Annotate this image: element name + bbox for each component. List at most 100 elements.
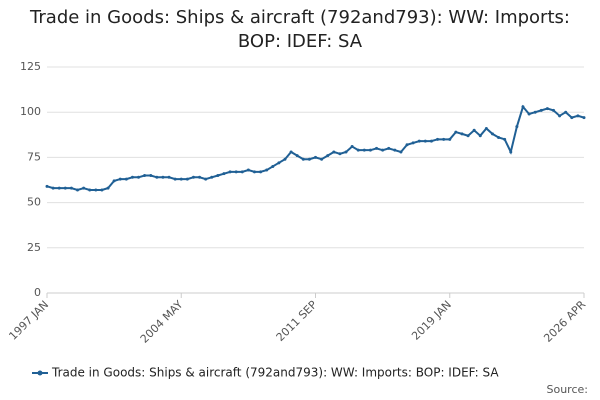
point xyxy=(76,188,80,192)
point xyxy=(88,188,92,192)
point xyxy=(375,146,379,150)
x-tick-label: 2004 MAY xyxy=(138,298,186,346)
point xyxy=(265,168,269,172)
point xyxy=(314,155,317,159)
point xyxy=(100,188,104,192)
point xyxy=(155,175,159,179)
y-tick-label: 75 xyxy=(27,150,41,163)
point xyxy=(301,157,305,161)
point xyxy=(45,184,49,188)
point xyxy=(582,116,586,120)
point xyxy=(143,173,147,177)
point xyxy=(490,132,494,136)
point xyxy=(411,141,415,145)
y-tick-label: 100 xyxy=(20,105,41,118)
point xyxy=(204,177,208,181)
point xyxy=(368,148,372,152)
x-tick-label: 2019 JAN xyxy=(409,298,454,343)
point xyxy=(356,148,360,152)
point xyxy=(393,148,397,152)
point xyxy=(167,175,171,179)
point xyxy=(234,170,238,174)
point xyxy=(460,132,464,136)
point xyxy=(405,143,409,147)
point xyxy=(307,157,311,161)
legend-marker xyxy=(37,370,43,376)
point xyxy=(429,139,433,143)
point xyxy=(161,175,165,179)
point xyxy=(497,136,501,140)
point xyxy=(191,175,195,179)
point xyxy=(478,134,482,138)
point xyxy=(51,186,55,190)
point xyxy=(539,108,543,112)
point xyxy=(173,177,177,181)
point xyxy=(124,177,128,181)
point xyxy=(82,186,86,190)
point xyxy=(210,175,214,179)
point xyxy=(112,179,116,183)
point xyxy=(252,170,256,174)
point xyxy=(198,175,202,179)
source: Source: xyxy=(547,383,589,396)
point xyxy=(472,128,476,132)
point xyxy=(362,148,366,152)
point xyxy=(515,125,519,129)
point xyxy=(417,139,421,143)
point xyxy=(228,170,232,174)
point xyxy=(387,146,391,150)
point xyxy=(570,116,574,120)
point xyxy=(448,137,452,141)
point xyxy=(118,177,122,181)
point xyxy=(503,137,507,141)
y-tick-label: 125 xyxy=(20,60,41,73)
point xyxy=(271,164,275,168)
point xyxy=(533,110,537,114)
point xyxy=(277,161,281,165)
point xyxy=(399,150,403,154)
point xyxy=(69,186,73,190)
point xyxy=(344,150,348,154)
point xyxy=(551,108,555,112)
point xyxy=(509,150,513,154)
point xyxy=(57,186,61,190)
x-tick-label: 2011 SEP xyxy=(274,298,320,344)
point xyxy=(106,186,110,190)
point xyxy=(246,168,250,172)
point xyxy=(326,154,330,158)
point xyxy=(63,186,67,190)
point xyxy=(320,157,324,161)
point xyxy=(423,139,427,143)
y-tick-label: 50 xyxy=(27,196,41,209)
point xyxy=(558,114,562,118)
point xyxy=(332,150,336,154)
point xyxy=(350,145,354,149)
chart-title: Trade in Goods: Ships & aircraft (792and… xyxy=(30,7,570,52)
point xyxy=(295,154,299,158)
point xyxy=(576,114,580,118)
point xyxy=(338,152,342,156)
point xyxy=(283,157,287,161)
point xyxy=(381,148,385,152)
point xyxy=(240,170,244,174)
point xyxy=(222,172,226,176)
point xyxy=(466,134,470,138)
point xyxy=(545,107,549,111)
point xyxy=(436,137,440,141)
point xyxy=(149,173,153,177)
y-tick-label: 25 xyxy=(27,241,41,254)
point xyxy=(484,126,488,130)
point xyxy=(289,150,293,154)
point xyxy=(259,170,263,174)
y-tick-label: 0 xyxy=(34,286,41,299)
point xyxy=(130,175,134,179)
point xyxy=(454,130,458,134)
point xyxy=(521,105,525,109)
point xyxy=(564,110,568,114)
point xyxy=(94,188,98,192)
point xyxy=(137,175,141,179)
point xyxy=(442,137,446,141)
x-tick-label: 2026 APR xyxy=(541,298,588,345)
series-line xyxy=(46,104,585,191)
